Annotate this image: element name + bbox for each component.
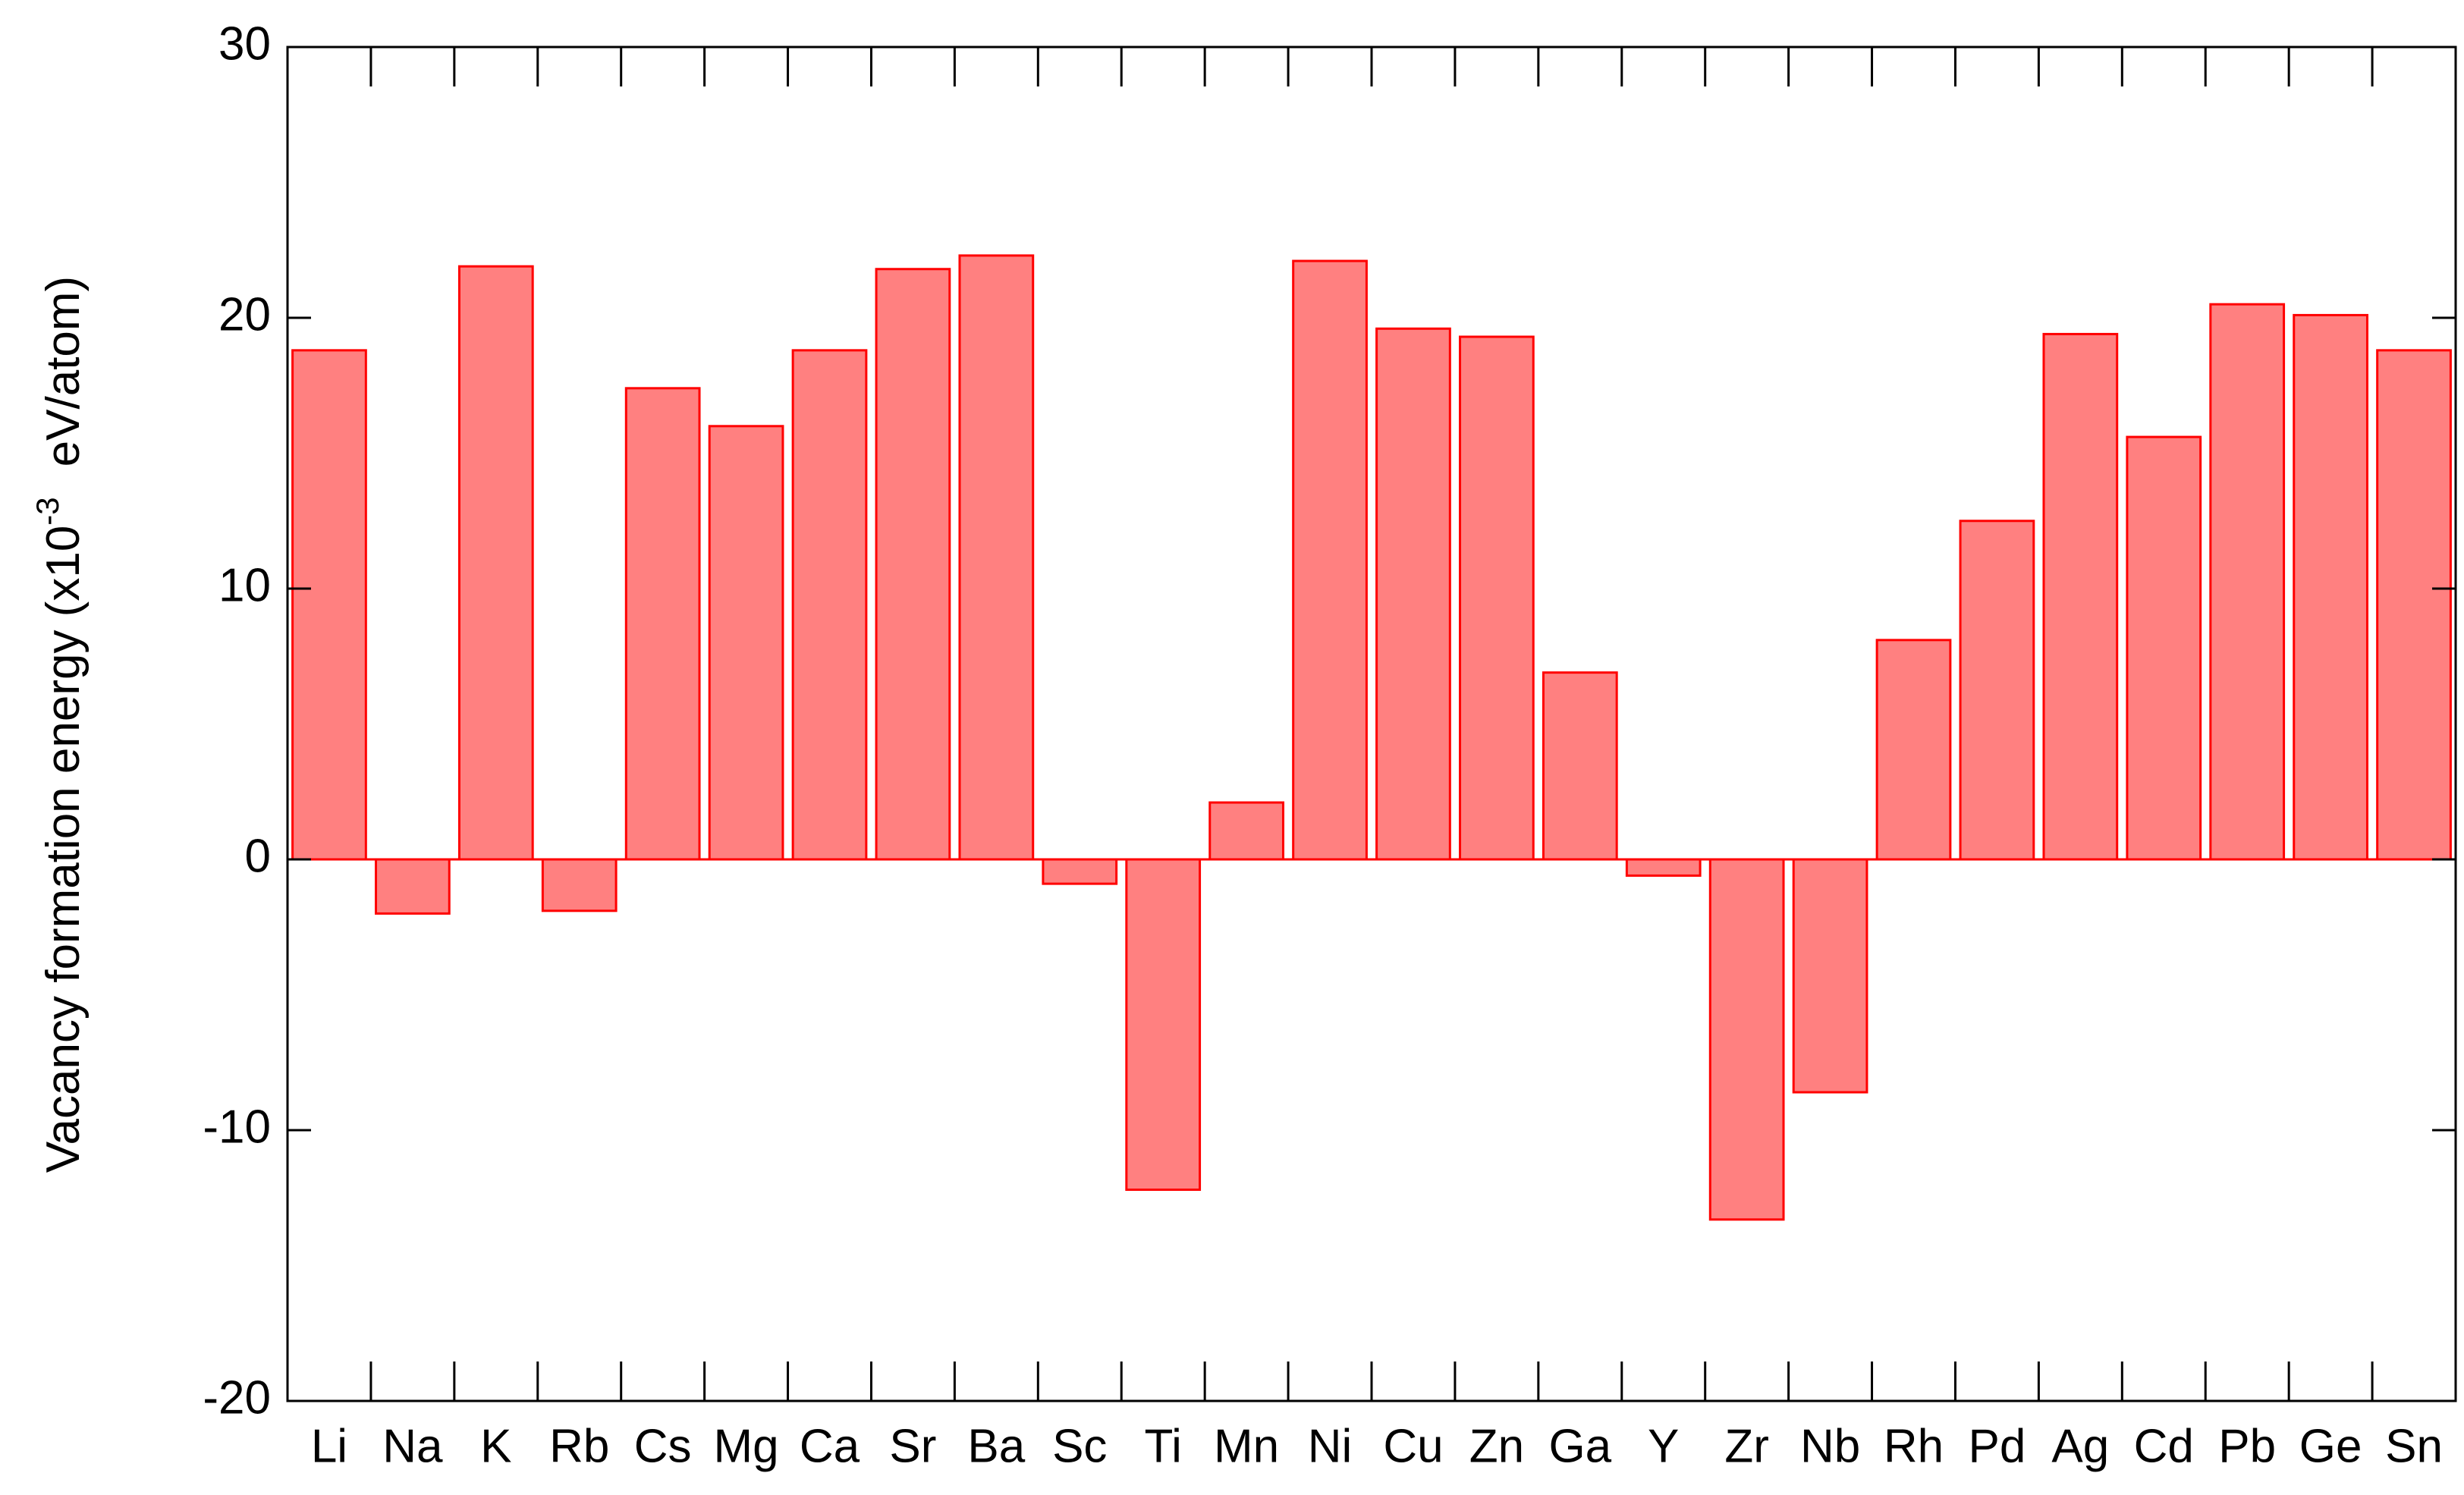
bar	[375, 858, 451, 915]
bar	[2126, 435, 2202, 861]
y-tick-label: 10	[218, 559, 271, 611]
y-tick-label: 30	[218, 17, 271, 70]
y-tick-label: -10	[203, 1101, 271, 1153]
x-tick-label: Ag	[2051, 1420, 2109, 1472]
y-axis-label: Vacancy formation energy (x10-3 eV/atom)	[30, 276, 90, 1173]
x-tick-label: Sn	[2385, 1420, 2443, 1472]
y-axis-label-exponent: -3	[30, 497, 65, 525]
bar	[1542, 671, 1618, 861]
bar	[1042, 858, 1118, 885]
x-tick-label: Cs	[634, 1420, 692, 1472]
x-tick-label: Y	[1648, 1420, 1679, 1472]
x-tick-label: Ti	[1145, 1420, 1182, 1472]
y-tick-label: 0	[245, 830, 271, 882]
bar	[1959, 520, 2035, 861]
x-tick-label: Rh	[1884, 1420, 1944, 1472]
y-tick-label: 20	[218, 288, 271, 341]
bar	[2293, 313, 2368, 861]
bar	[791, 349, 868, 861]
bar	[1875, 639, 1952, 861]
x-tick-label: Ga	[1548, 1420, 1611, 1472]
bar	[1459, 335, 1535, 861]
x-tick-label: Nb	[1800, 1420, 1860, 1472]
x-tick-label: Ni	[1308, 1420, 1353, 1472]
plot-frame	[286, 46, 2457, 1402]
x-tick-label: Mn	[1214, 1420, 1279, 1472]
x-tick-label: Na	[382, 1420, 443, 1472]
x-tick-label: Pb	[2218, 1420, 2276, 1472]
x-tick-label: Rb	[549, 1420, 609, 1472]
bar	[875, 268, 951, 861]
x-tick-label: Zr	[1724, 1420, 1769, 1472]
x-tick-label: Mg	[714, 1420, 779, 1472]
x-tick-label: Zn	[1469, 1420, 1524, 1472]
x-tick-label: Cu	[1383, 1420, 1443, 1472]
bar	[541, 858, 618, 912]
x-tick-label: K	[480, 1420, 511, 1472]
bar	[291, 349, 367, 861]
x-tick-label: Pd	[1969, 1420, 2026, 1472]
bar	[624, 387, 701, 861]
bar	[1625, 858, 1702, 877]
x-tick-label: Ca	[800, 1420, 860, 1472]
bar	[1792, 858, 1868, 1094]
x-tick-label: Li	[311, 1420, 347, 1472]
x-tick-label: Cd	[2134, 1420, 2194, 1472]
bar	[708, 425, 784, 861]
bar	[2209, 303, 2286, 861]
x-tick-label: Sr	[889, 1420, 936, 1472]
y-tick-label: -20	[203, 1371, 271, 1424]
bar	[1208, 801, 1284, 861]
bar	[457, 265, 534, 861]
bar	[1375, 327, 1451, 861]
y-axis-label-text: Vacancy formation energy (x10	[37, 526, 90, 1173]
bar	[1708, 858, 1785, 1221]
bar	[2042, 332, 2119, 861]
y-axis-label-unit: eV/atom)	[37, 276, 90, 467]
x-tick-label: Ba	[967, 1420, 1025, 1472]
bar	[2376, 349, 2452, 861]
x-tick-label: Sc	[1052, 1420, 1107, 1472]
bar	[1292, 259, 1368, 861]
bar	[958, 254, 1035, 861]
bar	[1125, 858, 1202, 1192]
x-tick-label: Ge	[2299, 1420, 2362, 1472]
